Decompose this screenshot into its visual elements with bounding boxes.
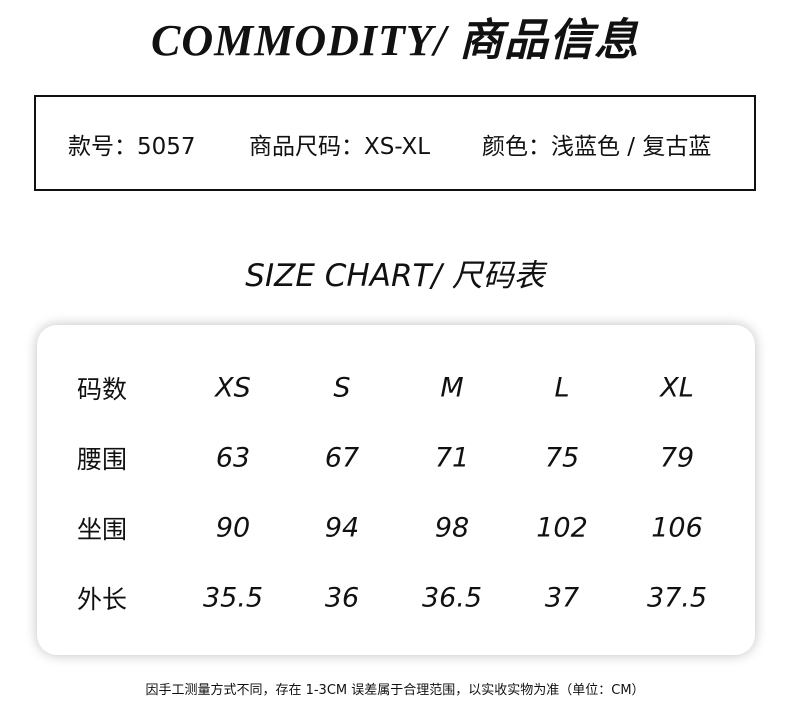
row-label: 腰围: [77, 445, 128, 474]
size-header: XL: [660, 372, 694, 404]
table-cell: 94: [324, 512, 360, 544]
table-cell: 71: [434, 442, 470, 474]
size-chart-title: SIZE CHART/ 尺码表: [245, 258, 545, 294]
table-cell: 63: [215, 442, 251, 474]
table-cell: 35.5: [202, 582, 264, 614]
table-cell: 79: [659, 442, 695, 474]
table-cell: 37.5: [646, 582, 708, 614]
size-header: M: [440, 372, 464, 404]
product-info-box: 款号：5057 商品尺码：XS-XL 颜色：浅蓝色 / 复古蓝: [34, 95, 756, 191]
color-info: 颜色：浅蓝色 / 复古蓝: [482, 134, 712, 160]
size-table: 码数 XS S M L XL 腰围 63 67 71 75 79 坐围 90 94 98 102 106 外长 35.…: [37, 325, 755, 655]
size-range: 商品尺码：XS-XL: [249, 134, 431, 160]
table-cell: 75: [544, 442, 580, 474]
table-cell: 36: [324, 582, 360, 614]
table-cell: 37: [544, 582, 580, 614]
table-cell: 90: [215, 512, 251, 544]
footnote: 因手工测量方式不同，存在 1-3CM 误差属于合理范围，以实收实物为准（单位：C…: [145, 683, 645, 698]
table-cell: 67: [324, 442, 360, 474]
table-cell: 102: [536, 512, 588, 544]
row-label: 外长: [77, 585, 128, 614]
row-label: 坐围: [77, 515, 128, 544]
size-header: L: [554, 372, 570, 404]
size-header: S: [333, 372, 351, 404]
table-cell: 106: [651, 512, 703, 544]
table-cell: 98: [434, 512, 470, 544]
style-number: 款号：5057: [68, 134, 196, 160]
page-title: COMMODITY/ 商品信息: [150, 16, 640, 65]
row-label: 码数: [77, 375, 128, 404]
size-header: XS: [215, 372, 251, 404]
table-cell: 36.5: [421, 582, 483, 614]
